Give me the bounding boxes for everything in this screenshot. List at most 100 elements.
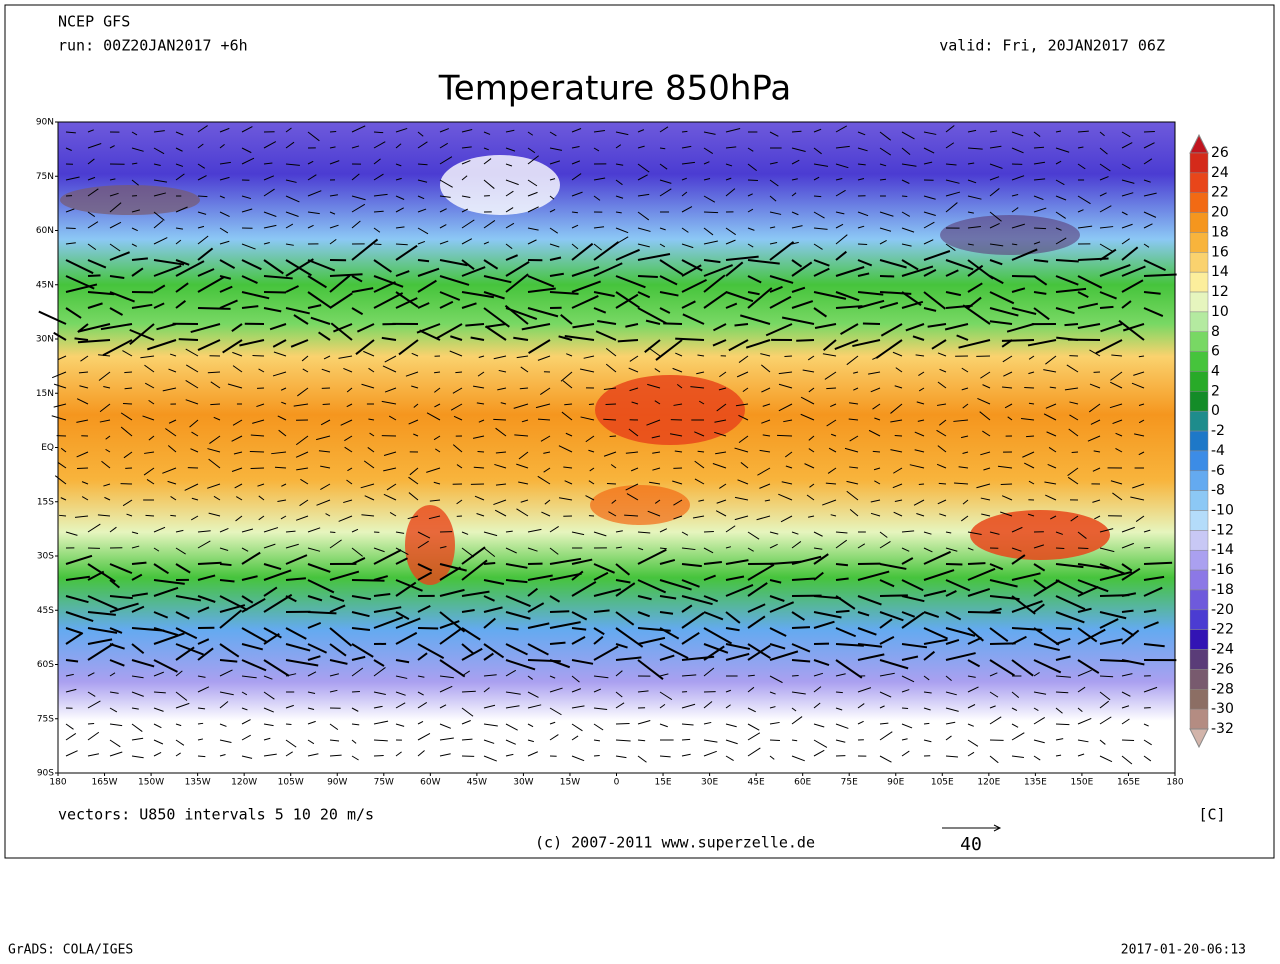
colorbar-label: -14 <box>1211 542 1234 558</box>
wind-vector <box>1065 324 1078 325</box>
lat-label: 30S <box>37 552 54 562</box>
wind-vector <box>1078 548 1088 549</box>
colorbar-label: 18 <box>1211 224 1229 240</box>
colorbar-triangle <box>1190 729 1208 747</box>
wind-vector <box>145 515 154 516</box>
wind-vector <box>836 692 843 693</box>
wind-vector <box>610 436 616 437</box>
wind-vector <box>59 515 66 516</box>
colorbar-box <box>1190 332 1208 352</box>
colorbar-box <box>1190 371 1208 391</box>
wind-vector <box>88 275 100 276</box>
wind-vector <box>836 564 848 565</box>
lon-label: 105E <box>931 778 954 788</box>
wind-vector <box>1056 628 1072 629</box>
colorbar-label: -20 <box>1211 602 1234 618</box>
colorbar-box <box>1190 590 1208 610</box>
wind-vector <box>220 564 231 565</box>
colorbar-box <box>1190 451 1208 471</box>
colorbar-box <box>1190 193 1208 213</box>
colorbar-label: 12 <box>1211 284 1229 300</box>
colorbar-label: 2 <box>1211 383 1220 399</box>
lon-label: 120W <box>231 778 257 788</box>
colorbar-box <box>1190 352 1208 372</box>
lon-label: 135E <box>1024 778 1047 788</box>
colorbar-label: -16 <box>1211 562 1234 578</box>
colorbar-box <box>1190 491 1208 511</box>
lat-label: 15S <box>37 497 54 507</box>
lon-label: 90W <box>327 778 347 788</box>
wind-vector <box>836 611 850 612</box>
colorbar-box <box>1190 213 1208 233</box>
wind-vector <box>638 276 658 277</box>
wind-vector <box>418 164 428 165</box>
lon-label: 165W <box>92 778 118 788</box>
wind-vector <box>698 451 704 452</box>
vectors-note: vectors: U850 intervals 5 10 20 m/s <box>58 806 374 824</box>
colorbar-label: 22 <box>1211 185 1229 201</box>
wind-vector <box>170 515 176 516</box>
lat-label: 15N <box>36 389 54 399</box>
wind-vector <box>863 323 880 324</box>
wind-vector <box>1034 228 1046 229</box>
lon-label: 60E <box>794 778 811 788</box>
colorbar-label: -12 <box>1211 522 1234 538</box>
lon-label: 15E <box>654 778 671 788</box>
lon-label: 60W <box>420 778 440 788</box>
wind-vector <box>792 627 810 628</box>
lon-label: 150E <box>1070 778 1093 788</box>
wind-vector <box>675 339 704 340</box>
timestamp: 2017-01-20-06:13 <box>1121 943 1246 958</box>
wind-vector <box>616 723 630 724</box>
colorbar-box <box>1190 650 1208 670</box>
wind-vector <box>198 756 205 757</box>
lon-label: 30E <box>701 778 718 788</box>
colorbar-label: 0 <box>1211 403 1220 419</box>
wind-vector <box>550 643 565 644</box>
wind-vector <box>704 212 718 213</box>
colorbar-label: 24 <box>1211 165 1229 181</box>
wind-vector <box>1122 611 1134 612</box>
wind-vector <box>826 388 836 389</box>
lat-label: 60S <box>37 660 54 670</box>
wind-vector <box>352 580 385 581</box>
wind-vector <box>704 531 714 532</box>
colorbar-label: -24 <box>1211 642 1234 658</box>
colorbar-label: 6 <box>1211 344 1220 360</box>
colorbar-label: -10 <box>1211 503 1234 519</box>
wind-vector <box>968 612 1001 613</box>
wind-vector <box>132 563 146 564</box>
colorbar-box <box>1190 411 1208 431</box>
wind-vector <box>179 339 198 340</box>
wind-vector <box>1056 724 1069 725</box>
wind-vector <box>493 419 506 420</box>
wind-vector <box>455 372 462 373</box>
wind-vector <box>550 611 569 612</box>
lon-label: 45W <box>467 778 487 788</box>
lat-label: 30N <box>36 335 54 345</box>
wind-vector <box>924 723 929 724</box>
wind-vector <box>1144 563 1172 564</box>
wind-vector <box>1100 307 1113 308</box>
wind-vector <box>198 196 207 197</box>
lat-label: 60N <box>36 226 54 236</box>
software: GrADS: COLA/IGES <box>8 943 133 958</box>
wind-vector <box>663 323 682 324</box>
colorbar-label: -18 <box>1211 582 1234 598</box>
colorbar-box <box>1190 689 1208 709</box>
wind-vector <box>1029 403 1034 404</box>
colorbar-triangle <box>1190 135 1208 153</box>
wind-vector <box>1056 548 1064 549</box>
lat-label: 45N <box>36 280 54 290</box>
wind-vector <box>792 675 799 676</box>
colorbar-box <box>1190 709 1208 729</box>
colorbar-label: 10 <box>1211 304 1229 320</box>
colorbar-box <box>1190 530 1208 550</box>
cold-area <box>940 215 1080 255</box>
wind-vector <box>198 308 231 309</box>
colorbar-label: 4 <box>1211 363 1220 379</box>
wind-vector <box>682 739 690 740</box>
colorbar-label: 8 <box>1211 324 1220 340</box>
